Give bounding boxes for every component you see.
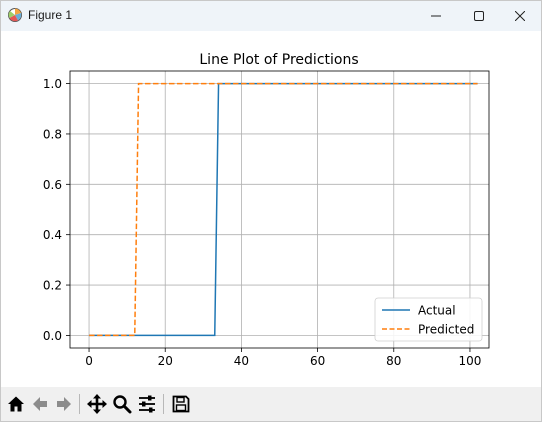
y-tick-label: 1.0 bbox=[43, 77, 62, 91]
maximize-icon bbox=[474, 11, 484, 21]
save-floppy-icon bbox=[171, 394, 191, 414]
maximize-button[interactable] bbox=[457, 1, 501, 31]
zoom-magnifier-icon bbox=[112, 394, 132, 414]
home-button[interactable] bbox=[4, 392, 28, 416]
legend-predicted-label: Predicted bbox=[418, 323, 474, 337]
pan-move-icon bbox=[86, 393, 108, 415]
configure-subplots-icon bbox=[137, 394, 157, 414]
close-button[interactable] bbox=[498, 1, 541, 31]
forward-arrow-icon bbox=[54, 394, 74, 414]
configure-subplots-button[interactable] bbox=[135, 392, 159, 416]
toolbar-separator bbox=[163, 394, 164, 414]
pan-button[interactable] bbox=[85, 392, 109, 416]
title-bar[interactable]: Figure 1 bbox=[1, 1, 541, 31]
window-title: Figure 1 bbox=[28, 8, 73, 22]
close-icon bbox=[515, 11, 525, 21]
back-button[interactable] bbox=[28, 392, 52, 416]
legend-box bbox=[374, 297, 483, 342]
series-lines bbox=[89, 82, 478, 337]
x-tick-label: 40 bbox=[234, 354, 249, 368]
y-tick-label: 0.8 bbox=[43, 127, 62, 141]
legend: Actual Predicted bbox=[374, 297, 483, 342]
matplotlib-figure-icon bbox=[7, 7, 23, 23]
zoom-button[interactable] bbox=[110, 392, 134, 416]
x-tick-label: 0 bbox=[85, 354, 93, 368]
line-chart: 0 20 40 60 80 100 0.0 0.2 0.4 0.6 0.8 1.0 Line Plot… bbox=[43, 52, 490, 368]
minimize-button[interactable] bbox=[414, 1, 458, 31]
y-tick-label: 0.6 bbox=[43, 178, 62, 192]
x-tick-label: 20 bbox=[158, 354, 173, 368]
y-tick-label: 0.2 bbox=[43, 279, 62, 293]
legend-actual-label: Actual bbox=[418, 304, 456, 318]
y-tick-label: 0.4 bbox=[43, 228, 62, 242]
minimize-icon bbox=[431, 11, 441, 21]
save-button[interactable] bbox=[169, 392, 193, 416]
figure-canvas[interactable]: 0 20 40 60 80 100 0.0 0.2 0.4 0.6 0.8 1.0 Line Plot… bbox=[1, 31, 541, 387]
navigation-toolbar bbox=[1, 387, 541, 421]
series-line-predicted bbox=[89, 82, 478, 337]
back-arrow-icon bbox=[30, 394, 50, 414]
x-tick-label: 80 bbox=[386, 354, 401, 368]
ticks: 0 20 40 60 80 100 0.0 0.2 0.4 0.6 0.8 1.0 bbox=[43, 77, 482, 368]
x-tick-label: 60 bbox=[310, 354, 325, 368]
toolbar-separator bbox=[79, 394, 80, 414]
axes-frame bbox=[69, 70, 490, 349]
x-tick-label: 100 bbox=[459, 354, 482, 368]
y-tick-label: 0.0 bbox=[43, 329, 62, 343]
forward-button[interactable] bbox=[52, 392, 76, 416]
home-icon bbox=[6, 394, 26, 414]
chart-title: Line Plot of Predictions bbox=[199, 52, 358, 68]
